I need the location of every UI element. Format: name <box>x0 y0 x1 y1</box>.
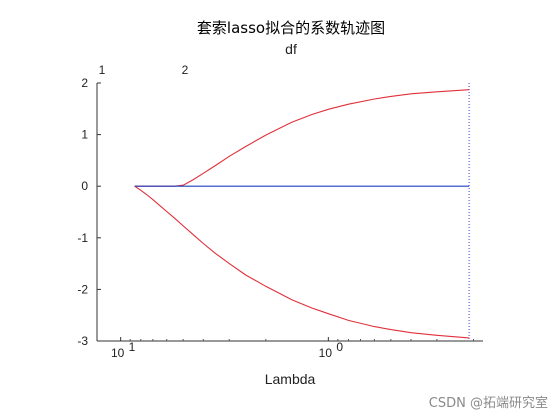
x-tick-exponent: 1 <box>129 340 136 354</box>
df-tick-label: 1 <box>99 63 106 77</box>
y-tick-label: 1 <box>81 128 88 142</box>
y-tick-label: 2 <box>81 76 88 90</box>
coefficient-path-2 <box>134 185 470 339</box>
y-tick-label: -1 <box>77 231 88 245</box>
coefficient-path-1 <box>134 89 470 187</box>
y-tick-label: 0 <box>81 179 88 193</box>
y-tick-label: -3 <box>77 334 88 348</box>
x-tick-exponent: 0 <box>336 340 343 354</box>
plot-area: 210-1-2-310 1 10 01 2 <box>77 63 483 360</box>
x-axis-label: Lambda <box>265 371 316 387</box>
chart-title: 套索lasso拟合的系数轨迹图 <box>197 19 385 37</box>
watermark: CSDN @拓端研究室 <box>429 395 548 411</box>
df-tick-label: 2 <box>182 63 189 77</box>
top-axis-label: df <box>285 41 297 57</box>
x-tick-label: 10 <box>319 346 333 360</box>
y-tick-label: -2 <box>77 282 88 296</box>
x-tick-label: 10 <box>111 346 125 360</box>
